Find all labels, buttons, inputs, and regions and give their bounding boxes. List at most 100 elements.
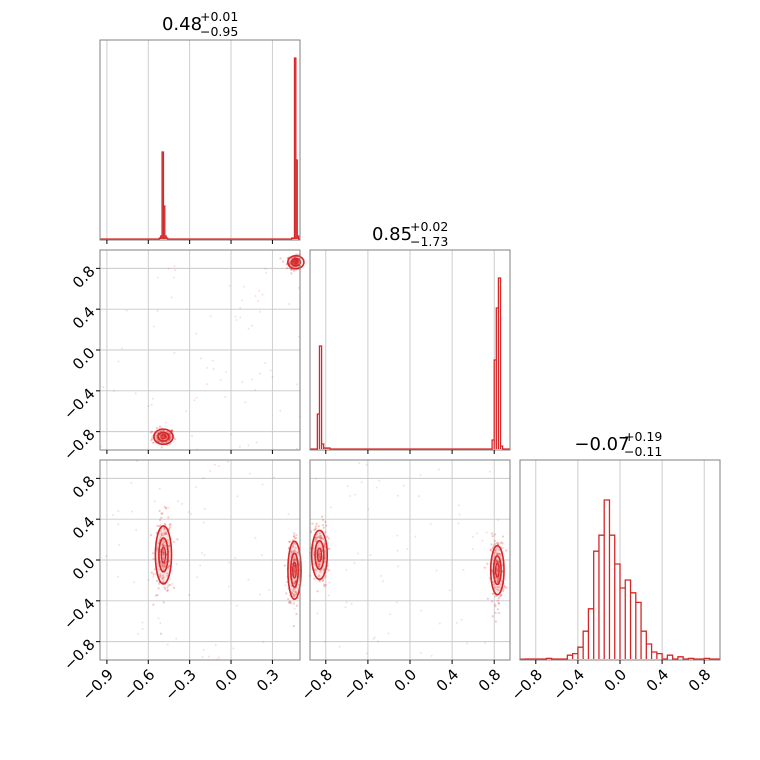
scatter-point [290, 268, 293, 271]
scatter-point [217, 464, 220, 467]
scatter-point [166, 539, 169, 542]
density-contour [160, 546, 167, 564]
scatter-point [161, 564, 164, 568]
scatter-point [162, 435, 165, 438]
scatter-point [161, 542, 165, 545]
histogram-line [310, 277, 510, 450]
scatter-point [323, 567, 326, 571]
scatter-point [486, 597, 489, 600]
scatter-point [232, 647, 235, 650]
scatter-point [314, 525, 318, 528]
scatter-point [168, 527, 171, 531]
scatter-point [295, 536, 298, 539]
scatter-point [160, 512, 163, 515]
scatter-point [498, 552, 501, 556]
scatter-point [471, 548, 474, 551]
scatter-point [165, 441, 168, 444]
scatter-point [173, 352, 176, 355]
scatter-point [212, 367, 215, 370]
scatter-point [357, 552, 360, 555]
scatter-point [491, 615, 494, 618]
scatter-point [206, 383, 209, 386]
scatter-point [190, 512, 193, 515]
scatter-point [497, 560, 500, 563]
scatter-point [159, 632, 163, 635]
scatter-point [168, 544, 171, 547]
x-tick-label: −0.4 [550, 666, 588, 704]
scatter-point [466, 642, 469, 645]
scatter-point [360, 481, 363, 484]
scatter-point [496, 560, 499, 563]
density-contour [495, 562, 500, 578]
scatter-point [326, 535, 329, 538]
density-contour [316, 547, 323, 563]
panel-title-value: 0.48 [162, 14, 202, 35]
scatter-point [458, 513, 461, 516]
scatter-point [172, 586, 176, 589]
scatter-point [316, 612, 319, 615]
scatter-point [490, 532, 494, 535]
scatter-point [317, 562, 321, 565]
scatter-point [163, 562, 166, 566]
scatter-point [292, 624, 295, 628]
x-tick-label: 0.3 [253, 666, 283, 696]
scatter-point [320, 536, 323, 539]
scatter-point [209, 315, 212, 318]
scatter-point [387, 632, 390, 635]
scatter-point [168, 523, 171, 526]
scatter-point [167, 566, 170, 569]
scatter-point [505, 586, 508, 589]
scatter-point [317, 563, 320, 566]
scatter-point [288, 261, 291, 264]
scatter-point [315, 522, 318, 525]
scatter-point [261, 483, 264, 486]
panel-title-minus: −0.11 [624, 444, 662, 459]
panel-title-value: 0.85 [372, 224, 412, 245]
scatter-point [159, 573, 162, 576]
scatter-point [163, 528, 166, 531]
scatter-point [496, 599, 499, 602]
scatter-point [218, 656, 221, 659]
scatter-point [155, 594, 158, 597]
scatter-point [293, 582, 297, 585]
scatter-point [263, 361, 266, 364]
scatter-point [156, 309, 159, 312]
scatter-point [249, 472, 252, 475]
scatter-point [496, 552, 499, 555]
scatter-point [169, 523, 172, 526]
scatter-point [292, 544, 295, 547]
scatter-point [147, 405, 150, 408]
scatter-point [157, 617, 160, 620]
scatter-point [254, 389, 257, 392]
scatter-point [289, 601, 292, 604]
scatter-point [260, 554, 263, 557]
scatter-point [155, 436, 158, 439]
scatter-point [160, 516, 163, 519]
scatter-point [153, 500, 156, 503]
scatter-point [319, 537, 322, 540]
panel-title-plus: +0.19 [624, 429, 662, 444]
scatter-point [271, 375, 274, 378]
scatter-point [141, 621, 144, 624]
scatter-point [327, 569, 331, 572]
scatter-point [162, 566, 165, 569]
scatter-point [288, 600, 291, 603]
scatter-point [117, 360, 120, 363]
scatter-point [344, 606, 347, 609]
scatter-point [156, 524, 159, 528]
x-tick-label: −0.3 [161, 666, 199, 704]
scatter-point [353, 562, 356, 565]
scatter-point [168, 583, 172, 587]
scatter-point [322, 569, 325, 572]
scatter-point [496, 553, 499, 556]
scatter-point [125, 309, 128, 312]
scatter-point [502, 546, 505, 549]
scatter-point [251, 324, 254, 327]
scatter-point [157, 440, 160, 443]
x-tick-label: −0.9 [79, 666, 117, 704]
density-contour [154, 525, 173, 585]
scatter-point [292, 582, 296, 585]
scatter-point [375, 486, 378, 489]
x-tick-label: 0.0 [601, 666, 631, 696]
panel-scatter-2-0 [96, 459, 302, 664]
